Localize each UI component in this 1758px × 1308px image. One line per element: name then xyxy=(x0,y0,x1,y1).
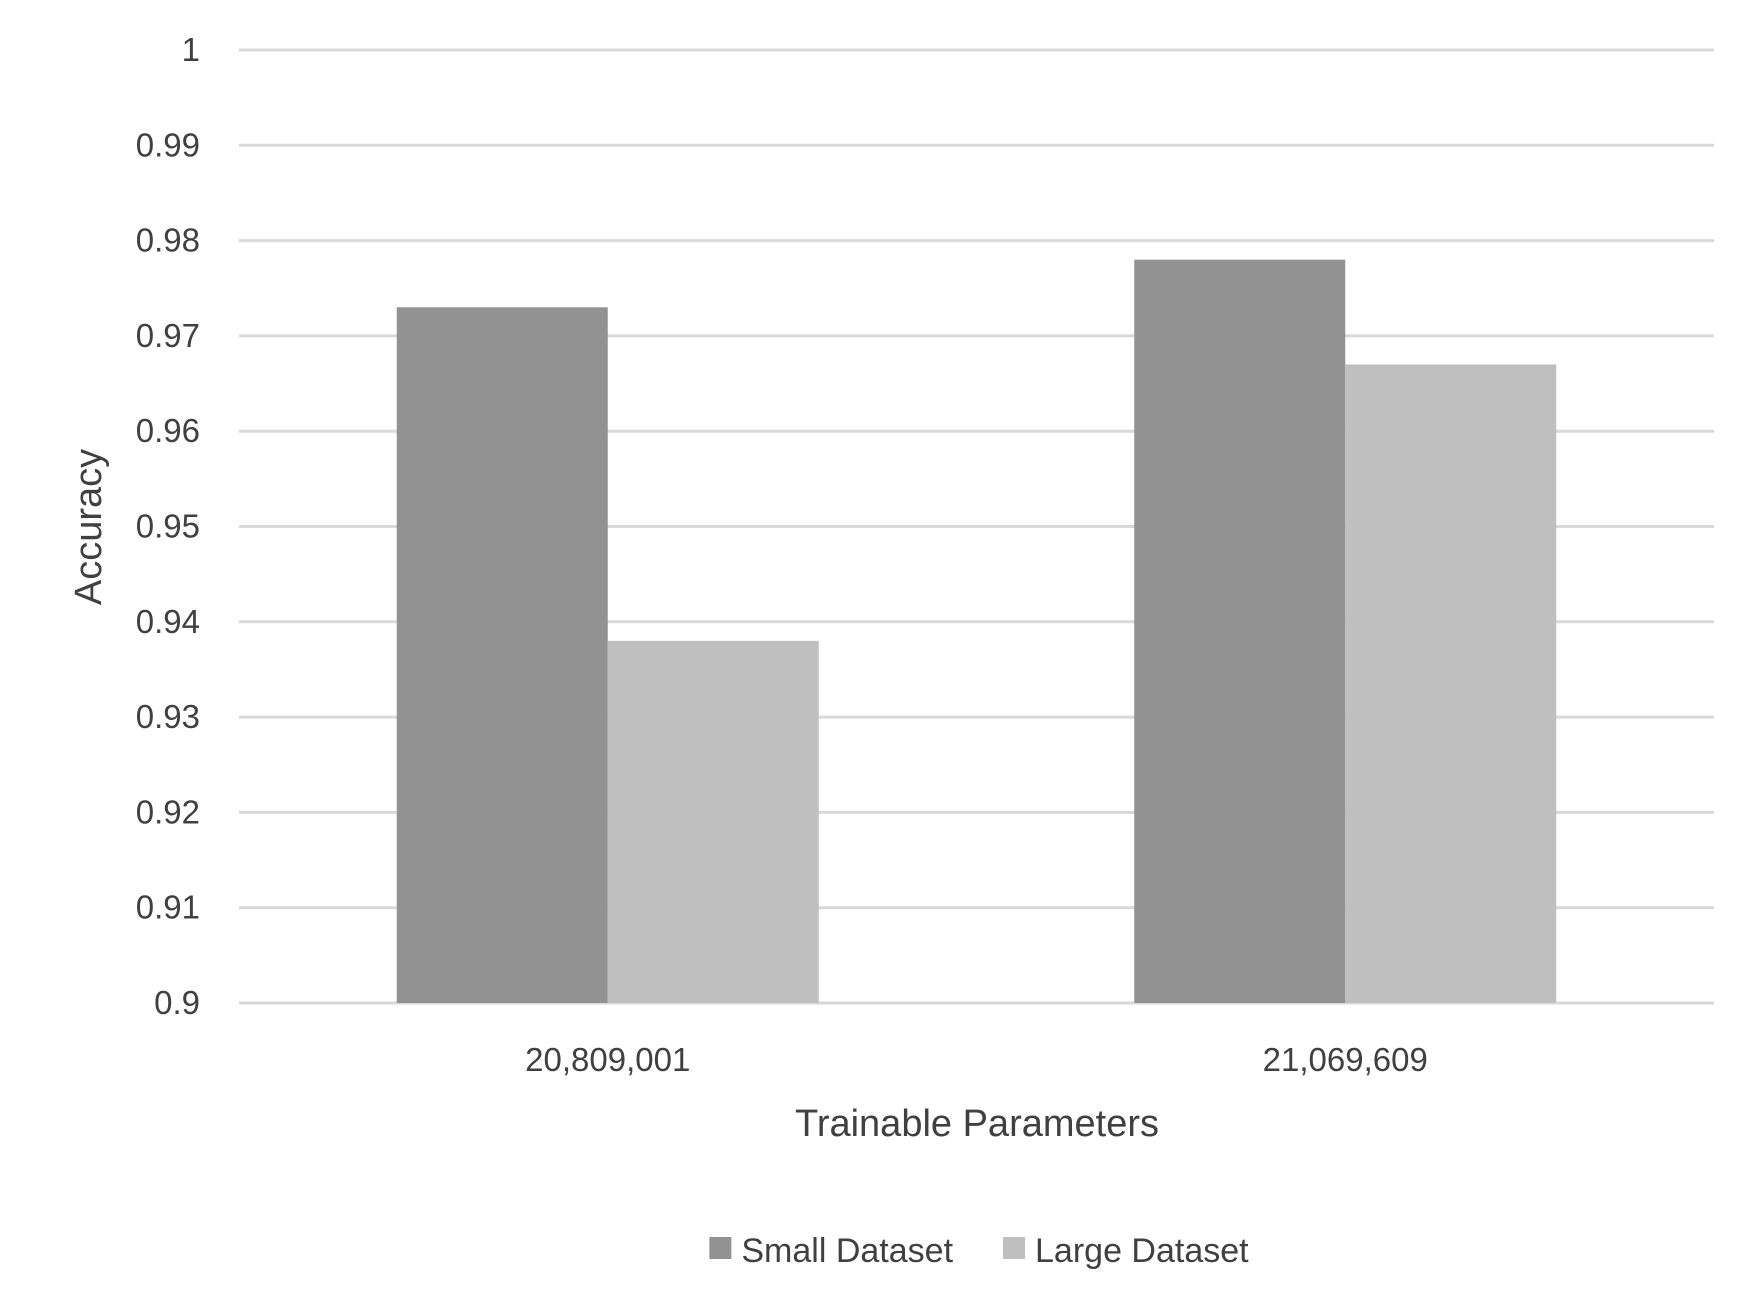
x-tick-label: 20,809,001 xyxy=(525,1041,690,1078)
legend: Small Dataset Large Dataset xyxy=(709,1232,1249,1270)
y-tick-label: 0.91 xyxy=(136,889,200,926)
y-tick-label: 0.99 xyxy=(136,126,200,163)
y-tick-label: 0.92 xyxy=(136,793,200,830)
y-tick-label: 0.93 xyxy=(136,698,200,735)
y-tick-label: 0.98 xyxy=(136,222,200,259)
legend-label-small-dataset: Small Dataset xyxy=(741,1232,953,1270)
y-axis-ticks: 1 0.99 0.98 0.97 0.96 0.95 0.94 0.93 0.92 0.91 0.9 xyxy=(136,31,200,1021)
legend-swatch-small-dataset xyxy=(709,1237,732,1259)
y-tick-label: 0.9 xyxy=(154,984,200,1021)
y-axis-title: Accuracy xyxy=(68,449,110,605)
bar-small-dataset-1 xyxy=(1134,259,1346,1003)
y-tick-label: 0.95 xyxy=(136,508,200,545)
x-tick-label: 21,069,609 xyxy=(1263,1041,1428,1078)
y-tick-label: 0.94 xyxy=(136,603,200,640)
y-tick-label: 0.96 xyxy=(136,412,200,449)
legend-label-large-dataset: Large Dataset xyxy=(1035,1232,1249,1270)
x-axis-title: Trainable Parameters xyxy=(795,1103,1159,1145)
bar-large-dataset-1 xyxy=(1345,364,1557,1003)
bar-small-dataset-0 xyxy=(396,307,608,1003)
y-tick-label: 0.97 xyxy=(136,317,200,354)
bar-large-dataset-0 xyxy=(607,640,819,1003)
y-tick-label: 1 xyxy=(182,31,200,68)
bars xyxy=(396,259,1557,1003)
legend-swatch-large-dataset xyxy=(1003,1237,1026,1259)
x-axis-ticks: 20,809,001 21,069,609 xyxy=(525,1041,1428,1078)
